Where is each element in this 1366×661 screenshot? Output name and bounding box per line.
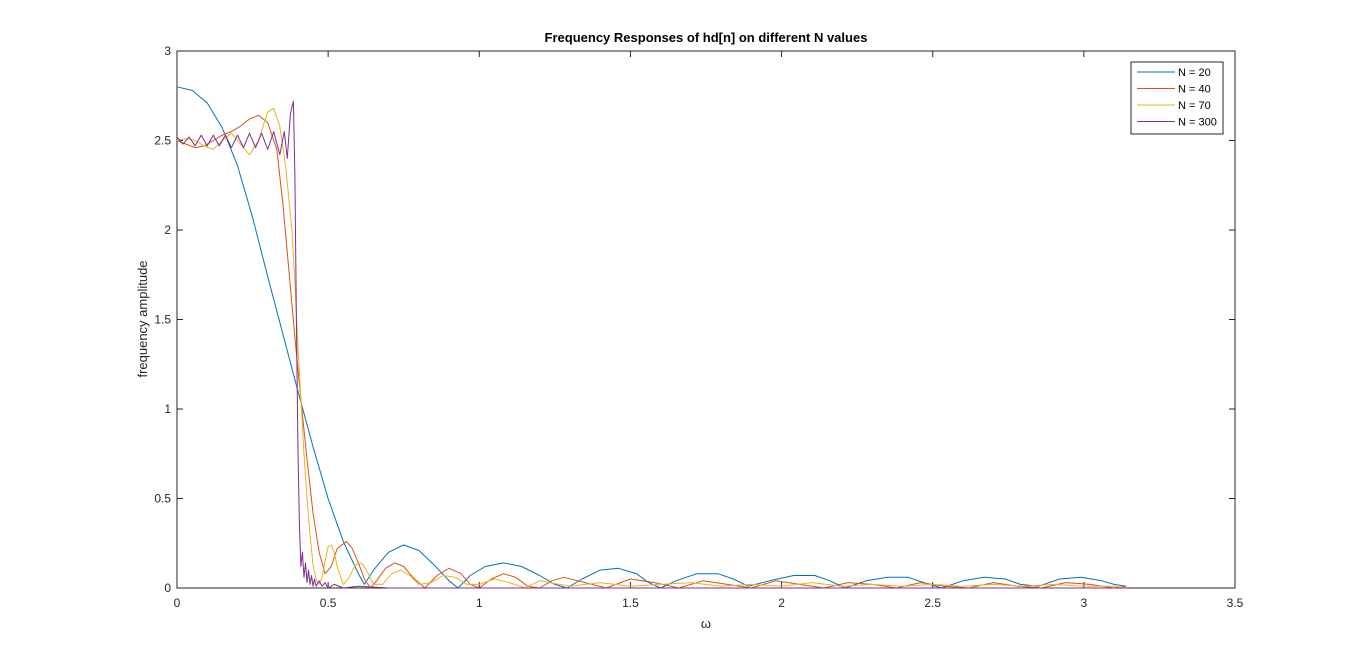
legend-label: N = 20 <box>1178 67 1211 79</box>
plot-box <box>176 50 1236 589</box>
legend-label: N = 300 <box>1178 117 1217 129</box>
x-tick-label: 2 <box>778 596 785 610</box>
series-line-300 <box>176 100 1127 589</box>
x-tick-label: 0 <box>174 596 181 610</box>
y-tick-label: 2.5 <box>154 134 171 148</box>
x-tick-label: 3 <box>1081 596 1088 610</box>
legend-label: N = 40 <box>1178 84 1211 96</box>
y-tick-label: 0 <box>164 581 171 595</box>
x-tick-label: 1 <box>476 596 483 610</box>
axes: 0 0.5 1 1.5 2 2.5 3 3.5 0 0.5 1 1.5 2 2.5 3 <box>154 44 1243 610</box>
y-tick-label: 0.5 <box>154 492 171 506</box>
plot-area <box>176 50 1236 589</box>
y-tick-label: 3 <box>164 44 171 58</box>
series-line-70 <box>176 107 1127 589</box>
legend-label: N = 70 <box>1178 100 1211 112</box>
x-tick-label: 2.5 <box>924 596 941 610</box>
y-axis-label: frequency amplitude <box>135 260 150 377</box>
y-tick-label: 2 <box>164 223 171 237</box>
chart-title: Frequency Responses of hd[n] on differen… <box>545 30 868 45</box>
x-tick-label: 0.5 <box>320 596 337 610</box>
y-tick-label: 1 <box>164 402 171 416</box>
series-line-40 <box>176 114 1127 589</box>
y-tick-label: 1.5 <box>154 313 171 327</box>
x-tick-label: 1.5 <box>622 596 639 610</box>
series-lines <box>176 86 1127 589</box>
x-axis-label: ω <box>701 616 711 631</box>
x-tick-label: 3.5 <box>1227 596 1244 610</box>
legend: N = 20 N = 40 N = 70 N = 300 <box>1130 61 1224 135</box>
